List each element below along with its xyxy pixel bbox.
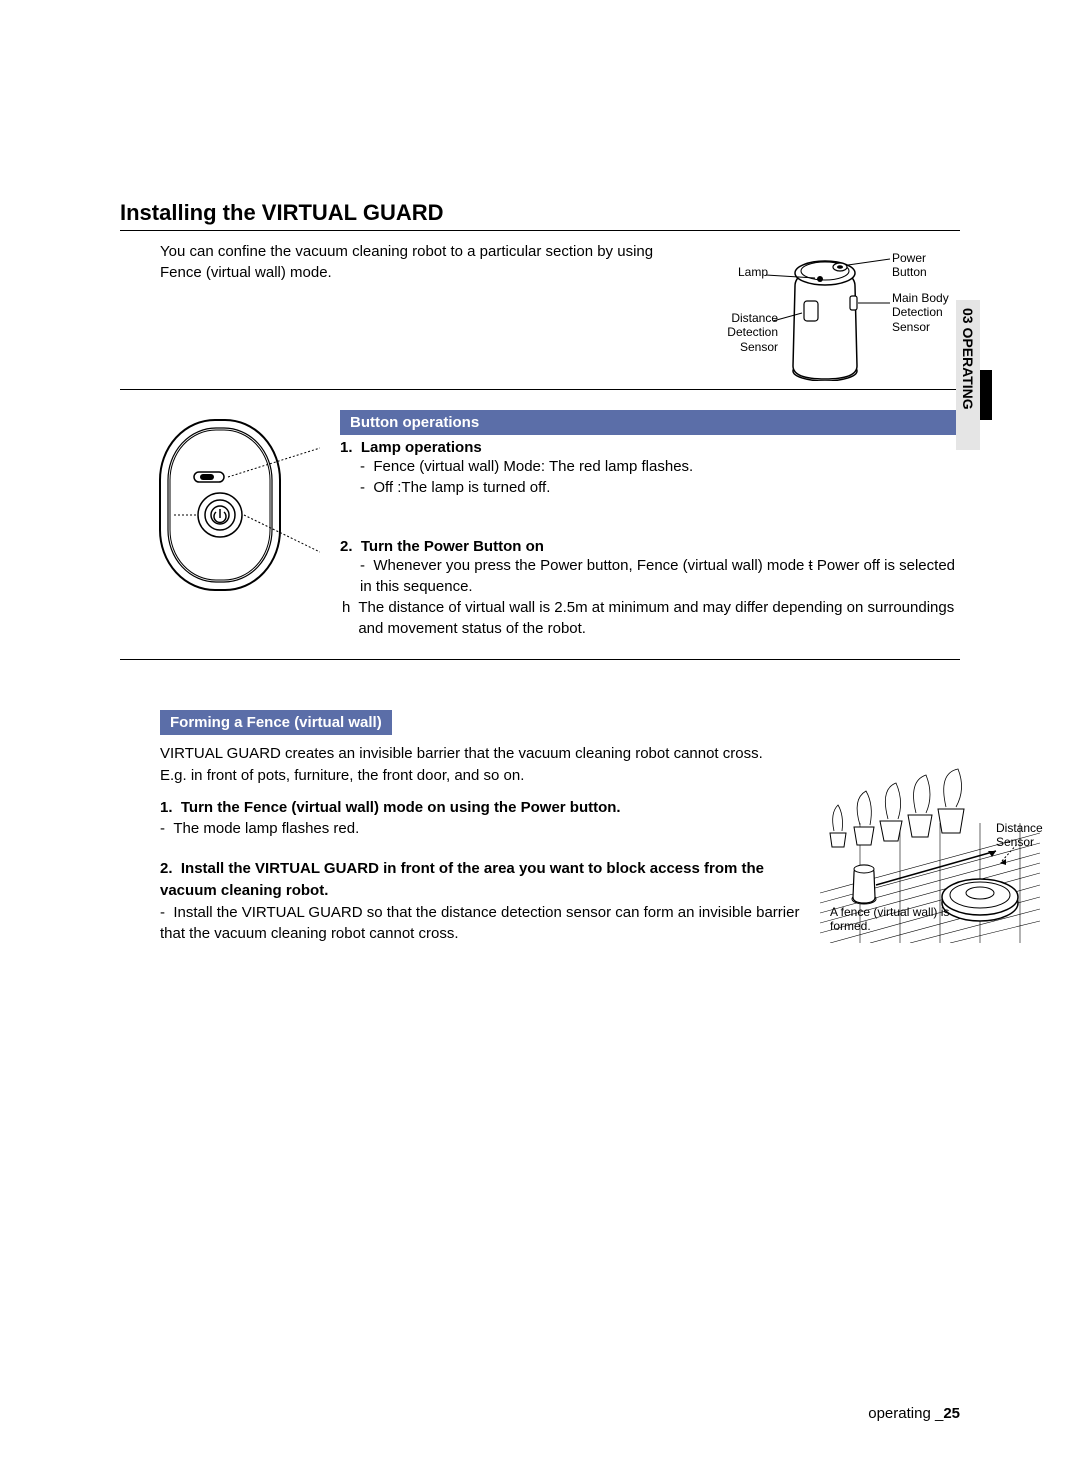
title-rule [120,230,960,231]
lamp-op-bullet-2: - Off :The lamp is turned off. [360,477,960,498]
h-marker: h [342,597,350,639]
label-power-button: Power Button [892,251,960,280]
fence-step2-bullet: - Install the VIRTUAL GUARD so that the … [160,902,800,946]
label-fence-formed: A fence (virtual wall) is formed. [830,905,950,934]
label-main-body-sensor: Main Body Detection Sensor [892,291,962,334]
power-button-title-text: Turn the Power Button on [361,538,544,555]
fence-step1: 1. Turn the Fence (virtual wall) mode on… [160,797,800,819]
footer-text: operating _ [868,1405,943,1422]
label-distance-sensor-2: Distance Sensor [996,821,1046,850]
fence-step2-text: Install the VIRTUAL GUARD in front of th… [160,860,764,899]
fence-step1-bullet-text: The mode lamp flashes red. [173,820,359,837]
page-footer: operating _25 [868,1405,960,1422]
section-tab-marker [980,370,992,420]
top-view-diagram [120,410,320,600]
divider-1 [120,389,960,390]
divider-2 [120,659,960,660]
lamp-operations-title: 1. Lamp operations [340,439,960,456]
power-note-text: The distance of virtual wall is 2.5m at … [358,597,960,639]
fence-p2: E.g. in front of pots, furniture, the fr… [160,765,800,787]
label-distance-sensor: Distance Detection Sensor [718,311,778,354]
fence-p1: VIRTUAL GUARD creates an invisible barri… [160,743,800,765]
forming-fence-header: Forming a Fence (virtual wall) [160,710,392,735]
footer-page: 25 [943,1405,960,1422]
lamp-op-bullet-1: - Fence (virtual wall) Mode: The red lam… [360,456,960,477]
page-title: Installing the VIRTUAL GUARD [120,200,960,226]
device-diagram: Lamp Power Button Main Body Detection Se… [680,241,960,381]
fence-illustration: Distance Sensor A fence (virtual wall) i… [820,743,1040,943]
fence-step2-bullet-text: Install the VIRTUAL GUARD so that the di… [160,904,799,943]
power-button-title: 2. Turn the Power Button on [340,538,960,555]
label-lamp: Lamp [738,265,768,279]
intro-text: You can confine the vacuum cleaning robo… [160,241,660,381]
power-note-h: h The distance of virtual wall is 2.5m a… [342,597,960,639]
lamp-op-bullet-2-text: Off :The lamp is turned off. [373,479,550,496]
button-operations-header: Button operations [340,410,960,435]
power-bullet-1-text: Whenever you press the Power button, Fen… [360,557,955,595]
fence-step2: 2. Install the VIRTUAL GUARD in front of… [160,858,800,902]
fence-step1-text: Turn the Fence (virtual wall) mode on us… [181,799,621,816]
power-bullet-1: - Whenever you press the Power button, F… [360,555,960,597]
lamp-operations-title-text: Lamp operations [361,439,482,456]
lamp-op-bullet-1-text: Fence (virtual wall) Mode: The red lamp … [373,458,693,475]
fence-step1-bullet: - The mode lamp flashes red. [160,818,800,840]
